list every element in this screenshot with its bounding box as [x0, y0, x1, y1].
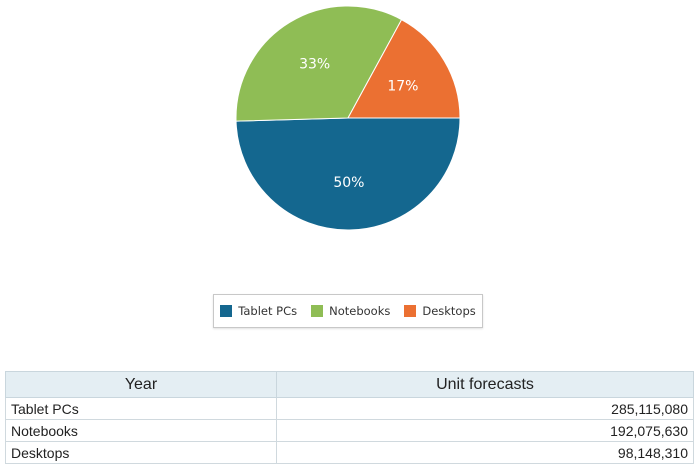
legend-item-desktops[interactable]: Desktops: [404, 304, 476, 318]
legend-label-tablet-pcs: Tablet PCs: [238, 304, 298, 318]
pie-slice-label: 33%: [299, 57, 330, 73]
legend-item-tablet-pcs[interactable]: Tablet PCs: [220, 304, 297, 318]
table-row: Desktops 98,148,310: [5, 441, 694, 464]
pie-slice-notebooks[interactable]: [235, 5, 403, 122]
column-header-unit-forecasts: Unit forecasts: [276, 371, 694, 398]
pie-slice-label: 50%: [333, 175, 364, 191]
pie-labels: 50% 33% 17%: [299, 57, 418, 191]
table-header-row: Year Unit forecasts: [5, 371, 694, 398]
pie-slice-desktops[interactable]: [347, 18, 461, 119]
pie-slice-label: 17%: [387, 78, 418, 94]
table-row: Tablet PCs 285,115,080: [5, 397, 694, 420]
data-table: Year Unit forecasts Tablet PCs 285,115,0…: [5, 371, 694, 464]
legend-swatch-desktops: [404, 305, 417, 317]
legend-label-desktops: Desktops: [422, 304, 476, 318]
legend-swatch-notebooks: [311, 305, 324, 317]
row-label: Notebooks: [5, 419, 277, 442]
legend-item-notebooks[interactable]: Notebooks: [311, 304, 390, 318]
column-header-year: Year: [5, 371, 277, 398]
row-label: Tablet PCs: [5, 397, 277, 420]
row-label: Desktops: [5, 441, 277, 464]
chart-legend: Tablet PCs Notebooks Desktops: [213, 294, 483, 328]
row-value: 192,075,630: [276, 419, 694, 442]
pie-slices: [235, 5, 461, 231]
pie-slice-tablet-pcs[interactable]: [235, 117, 461, 231]
row-value: 98,148,310: [276, 441, 694, 464]
table-row: Notebooks 192,075,630: [5, 419, 694, 442]
pie-chart: 50% 33% 17%: [235, 5, 461, 231]
legend-swatch-tablet-pcs: [220, 305, 233, 317]
row-value: 285,115,080: [276, 397, 694, 420]
legend-label-notebooks: Notebooks: [329, 304, 391, 318]
